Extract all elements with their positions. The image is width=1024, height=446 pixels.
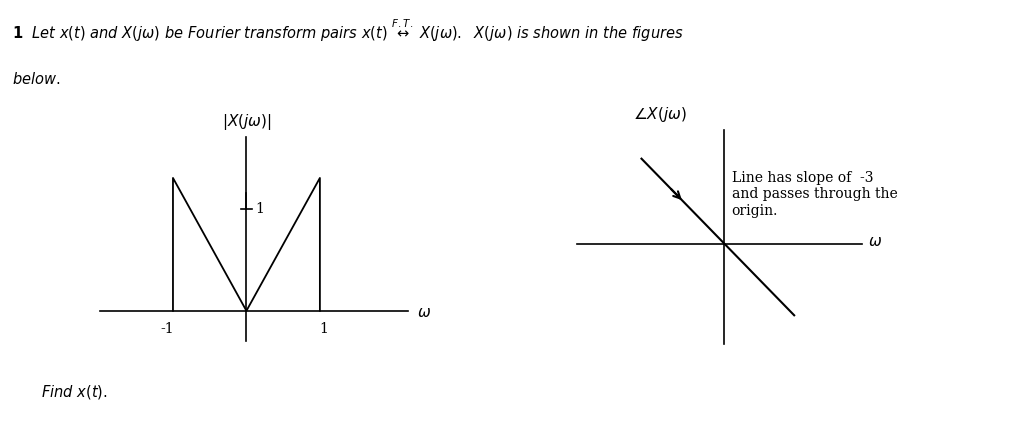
Text: 1: 1	[319, 322, 328, 336]
Text: $\mathit{Find}\ x(t).$: $\mathit{Find}\ x(t).$	[41, 384, 108, 401]
Text: 1: 1	[255, 202, 264, 215]
Text: $\angle X(j\omega)$: $\angle X(j\omega)$	[633, 105, 687, 124]
Text: $\omega$: $\omega$	[417, 306, 431, 320]
Text: -1: -1	[161, 322, 174, 336]
Text: Line has slope of  -3
and passes through the
origin.: Line has slope of -3 and passes through …	[731, 171, 897, 218]
Text: $\mathbf{1}$  $\mathit{Let}\ x(t)\ \mathit{and}\ X(j\omega)\ \mathit{be\ Fourier: $\mathbf{1}$ $\mathit{Let}\ x(t)\ \mathi…	[12, 18, 684, 44]
Text: $\omega$: $\omega$	[867, 235, 882, 249]
Text: $\mathit{below.}$: $\mathit{below.}$	[12, 71, 60, 87]
Text: $|X(j\omega)|$: $|X(j\omega)|$	[221, 112, 271, 132]
